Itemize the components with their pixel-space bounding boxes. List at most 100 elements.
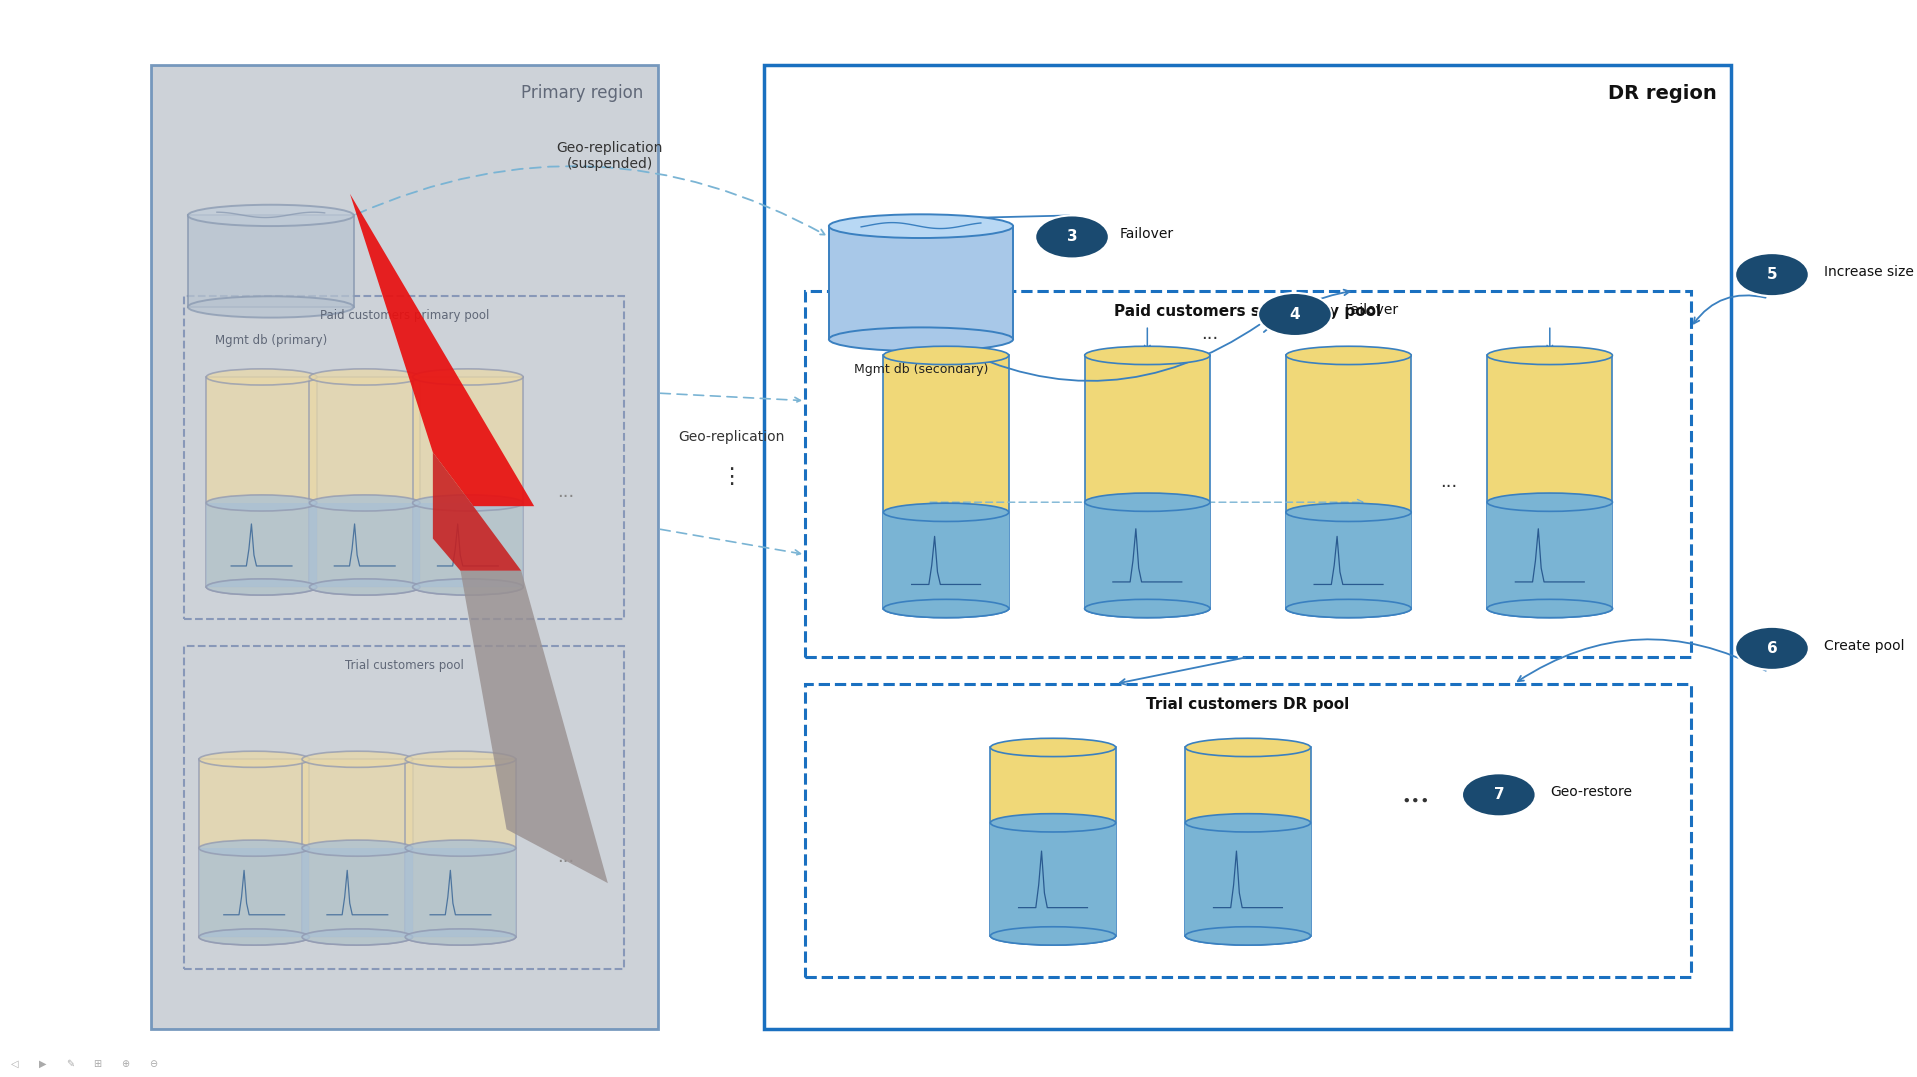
Ellipse shape — [884, 503, 1008, 521]
Text: ...: ... — [1440, 473, 1457, 491]
FancyBboxPatch shape — [765, 65, 1731, 1029]
Ellipse shape — [884, 599, 1008, 618]
Ellipse shape — [1185, 814, 1311, 831]
Polygon shape — [1085, 355, 1210, 609]
Ellipse shape — [207, 368, 316, 386]
Polygon shape — [1488, 355, 1612, 609]
Polygon shape — [460, 571, 608, 883]
Ellipse shape — [303, 928, 412, 946]
Ellipse shape — [199, 928, 309, 946]
Text: ▶: ▶ — [38, 1059, 46, 1069]
Text: ⊖: ⊖ — [150, 1059, 157, 1069]
Text: Mgmt db (primary): Mgmt db (primary) — [215, 334, 328, 347]
Text: Mgmt db (secondary): Mgmt db (secondary) — [853, 363, 987, 376]
Text: Trial customers DR pool: Trial customers DR pool — [1146, 697, 1350, 712]
Ellipse shape — [309, 579, 420, 595]
Polygon shape — [309, 503, 420, 587]
Ellipse shape — [1185, 926, 1311, 946]
Text: ...: ... — [556, 848, 573, 866]
Ellipse shape — [884, 599, 1008, 618]
Text: Increase size: Increase size — [1823, 266, 1913, 279]
Ellipse shape — [199, 752, 309, 767]
Polygon shape — [991, 823, 1116, 936]
Ellipse shape — [1185, 739, 1311, 756]
Ellipse shape — [309, 368, 420, 386]
Polygon shape — [207, 377, 316, 587]
Ellipse shape — [1085, 599, 1210, 618]
Ellipse shape — [1286, 599, 1411, 618]
Ellipse shape — [404, 840, 516, 856]
Polygon shape — [1085, 502, 1210, 609]
Polygon shape — [1286, 355, 1411, 609]
Ellipse shape — [884, 347, 1008, 364]
Text: ...: ... — [1202, 325, 1219, 342]
Ellipse shape — [1085, 493, 1210, 512]
Text: ⊕: ⊕ — [121, 1059, 128, 1069]
Text: ✎: ✎ — [65, 1059, 75, 1069]
Text: 3: 3 — [1066, 229, 1077, 244]
Text: Trial customers pool: Trial customers pool — [345, 659, 464, 672]
Circle shape — [1463, 773, 1536, 816]
Polygon shape — [309, 377, 420, 587]
Text: 5: 5 — [1767, 267, 1777, 282]
Polygon shape — [351, 194, 535, 506]
Ellipse shape — [412, 368, 523, 386]
Text: Primary region: Primary region — [521, 84, 642, 102]
FancyBboxPatch shape — [151, 65, 658, 1029]
Ellipse shape — [1488, 599, 1612, 618]
Text: 4: 4 — [1290, 307, 1300, 322]
Text: ⊞: ⊞ — [94, 1059, 102, 1069]
Ellipse shape — [1488, 347, 1612, 364]
Polygon shape — [404, 759, 516, 937]
Ellipse shape — [1085, 347, 1210, 364]
Polygon shape — [1488, 502, 1612, 609]
Ellipse shape — [303, 840, 412, 856]
Polygon shape — [412, 503, 523, 587]
Ellipse shape — [1286, 503, 1411, 521]
Text: Geo-replication: Geo-replication — [679, 431, 784, 444]
Ellipse shape — [188, 205, 353, 226]
Polygon shape — [207, 503, 316, 587]
Ellipse shape — [412, 495, 523, 512]
Text: DR region: DR region — [1608, 84, 1718, 103]
Polygon shape — [433, 452, 521, 571]
Text: Create pool: Create pool — [1823, 640, 1904, 653]
Text: 7: 7 — [1493, 787, 1505, 802]
Polygon shape — [303, 759, 412, 937]
Polygon shape — [1185, 823, 1311, 936]
Ellipse shape — [207, 579, 316, 595]
Polygon shape — [884, 355, 1008, 609]
Text: Failover: Failover — [1344, 304, 1399, 317]
Text: Paid customers primary pool: Paid customers primary pool — [320, 309, 489, 322]
Ellipse shape — [309, 579, 420, 595]
Text: Geo-restore: Geo-restore — [1551, 785, 1633, 798]
Polygon shape — [991, 747, 1116, 936]
Polygon shape — [884, 513, 1008, 609]
Text: Failover: Failover — [1120, 227, 1173, 240]
Text: Paid customers secondary pool: Paid customers secondary pool — [1114, 304, 1382, 319]
Circle shape — [1258, 293, 1332, 336]
Ellipse shape — [1488, 493, 1612, 512]
Polygon shape — [1286, 513, 1411, 609]
Ellipse shape — [309, 495, 420, 512]
Text: ◁: ◁ — [12, 1059, 19, 1069]
Text: Geo-replication
(suspended): Geo-replication (suspended) — [556, 141, 663, 171]
Circle shape — [1735, 627, 1810, 670]
Ellipse shape — [1286, 599, 1411, 618]
Polygon shape — [199, 849, 309, 937]
Polygon shape — [1185, 747, 1311, 936]
Circle shape — [1035, 215, 1108, 258]
Ellipse shape — [404, 928, 516, 946]
Text: 6: 6 — [1767, 641, 1777, 656]
Ellipse shape — [991, 739, 1116, 756]
Ellipse shape — [188, 296, 353, 318]
Polygon shape — [828, 226, 1012, 339]
Polygon shape — [303, 849, 412, 937]
Ellipse shape — [1286, 347, 1411, 364]
Ellipse shape — [991, 814, 1116, 831]
Ellipse shape — [828, 214, 1012, 238]
Polygon shape — [188, 215, 353, 307]
Ellipse shape — [303, 928, 412, 946]
Ellipse shape — [303, 752, 412, 767]
Ellipse shape — [1488, 599, 1612, 618]
